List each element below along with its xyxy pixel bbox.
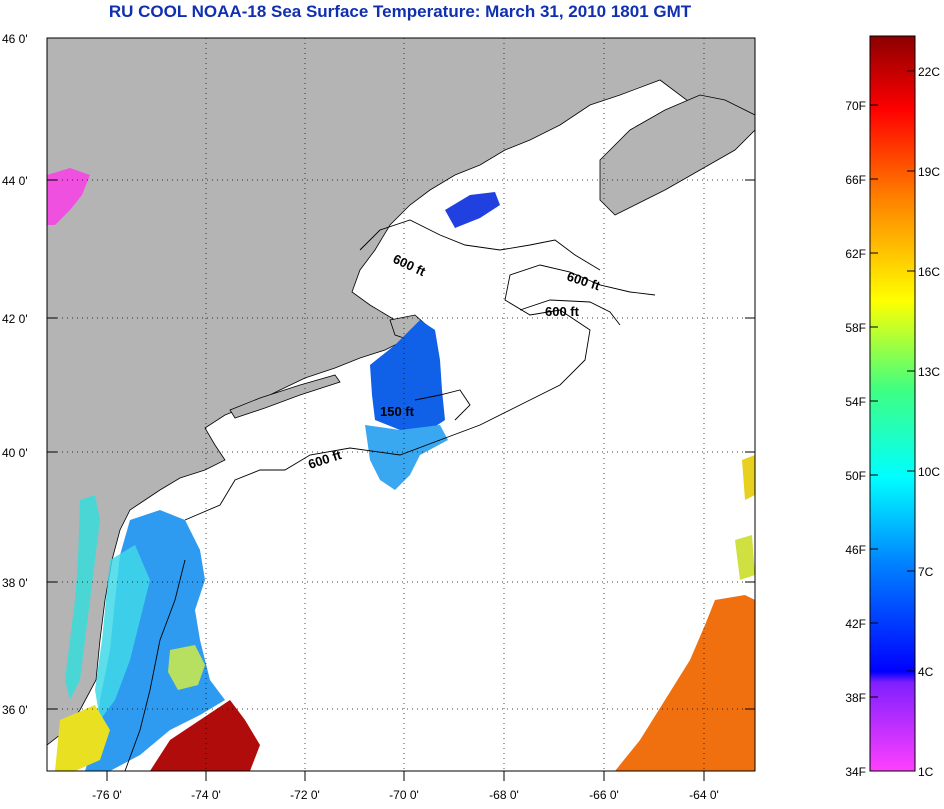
colorbar-label-54f: 54F bbox=[845, 395, 866, 409]
land-mainland bbox=[47, 38, 755, 746]
colorbar-label-62f: 62F bbox=[845, 247, 866, 261]
colorbar-label-58f: 58F bbox=[845, 321, 866, 335]
lat-label-44: 44 0' bbox=[2, 174, 28, 188]
lon-label-68: -68 0' bbox=[489, 788, 519, 802]
contour-label-150ft: 150 ft bbox=[380, 404, 415, 419]
contour-150ft bbox=[414, 389, 471, 421]
chesapeake-bay bbox=[65, 495, 100, 700]
lon-label-64: -64 0' bbox=[689, 788, 719, 802]
lat-label-38: 38 0' bbox=[2, 576, 28, 590]
colorbar-label-7c: 7C bbox=[918, 565, 934, 579]
colorbar-label-1c: 1C bbox=[918, 765, 934, 779]
colorbar-label-10c: 10C bbox=[918, 465, 940, 479]
sst-shelf-cyan bbox=[95, 545, 150, 720]
lat-label-36: 36 0' bbox=[2, 703, 28, 717]
sst-yellow-east-1 bbox=[742, 455, 755, 500]
map-frame bbox=[46, 37, 756, 772]
sst-nova-scotia-blue bbox=[445, 192, 500, 228]
land-long-island bbox=[229, 374, 341, 419]
colorbar-label-66f: 66F bbox=[845, 173, 866, 187]
colorbar-label-22c: 22C bbox=[918, 65, 940, 79]
colorbar-label-16c: 16C bbox=[918, 265, 940, 279]
contour-shelf-south bbox=[124, 559, 186, 771]
colorbar-label-4c: 4C bbox=[918, 665, 934, 679]
sst-yellow-south bbox=[55, 705, 110, 771]
colorbar-label-50f: 50F bbox=[845, 469, 866, 483]
lat-label-40: 40 0' bbox=[2, 446, 28, 460]
colorbar-label-46f: 46F bbox=[845, 543, 866, 557]
lat-label-42: 42 0' bbox=[2, 312, 28, 326]
colorbar bbox=[869, 35, 916, 772]
contour-600ft-georges bbox=[519, 299, 621, 326]
lat-label-46: 46 0' bbox=[2, 32, 28, 46]
colorbar-label-13c: 13C bbox=[918, 365, 940, 379]
sst-magenta-patch bbox=[47, 168, 90, 225]
lon-label-76: -76 0' bbox=[92, 788, 122, 802]
colorbar-label-38f: 38F bbox=[845, 691, 866, 705]
map-title: RU COOL NOAA-18 Sea Surface Temperature:… bbox=[108, 2, 692, 21]
lon-label-74: -74 0' bbox=[191, 788, 221, 802]
colorbar-label-34f: 34F bbox=[845, 765, 866, 779]
sst-shelf-blue-south bbox=[365, 425, 448, 490]
sst-yellow-east-2 bbox=[735, 535, 755, 580]
sst-green-patch bbox=[168, 645, 205, 690]
lon-label-66: -66 0' bbox=[589, 788, 619, 802]
contour-600ft-gulf-maine bbox=[359, 219, 601, 271]
colorbar-label-19c: 19C bbox=[918, 165, 940, 179]
land-nova-scotia bbox=[599, 94, 755, 216]
lon-label-72: -72 0' bbox=[290, 788, 320, 802]
sst-gulf-stream-red bbox=[150, 700, 260, 771]
sst-warm-east bbox=[615, 595, 755, 771]
contour-600ft-shelf bbox=[184, 264, 656, 521]
colorbar-label-42f: 42F bbox=[845, 617, 866, 631]
contour-label-600ft-georges: 600 ft bbox=[545, 304, 580, 319]
colorbar-label-70f: 70F bbox=[845, 99, 866, 113]
lon-label-70: -70 0' bbox=[389, 788, 419, 802]
sst-gulf-maine-blue bbox=[370, 320, 445, 430]
